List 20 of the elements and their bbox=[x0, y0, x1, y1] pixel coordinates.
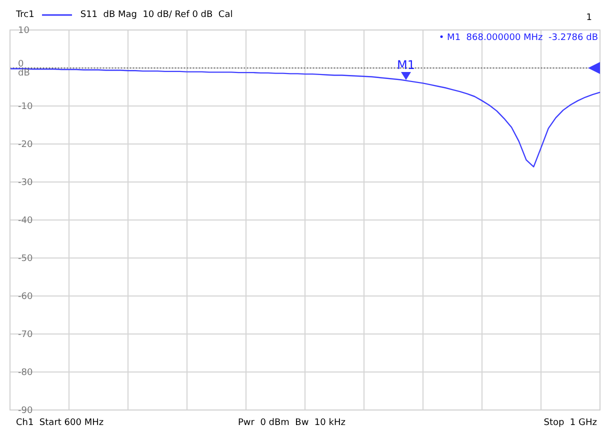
text: Ch1 Start 600 MHz bbox=[16, 418, 104, 428]
legend-title: Trc1 bbox=[16, 10, 34, 20]
y-tick-label: -70 bbox=[18, 330, 33, 340]
legend-label: S11 dB Mag 10 dB/ Ref 0 dB Cal bbox=[80, 10, 233, 20]
y-tick-label: -50 bbox=[18, 254, 33, 264]
y-tick-label: -40 bbox=[18, 216, 33, 226]
annotation: M1 bbox=[397, 58, 415, 72]
y-tick-label: -80 bbox=[18, 368, 33, 378]
y-tick-label: -30 bbox=[18, 178, 33, 188]
y-tick-label: -90 bbox=[18, 406, 33, 416]
y-tick-label: 0 dB bbox=[18, 60, 30, 79]
y-tick-label: -10 bbox=[18, 102, 33, 112]
line-series bbox=[9, 68, 601, 168]
text: Stop 1 GHz bbox=[544, 418, 597, 428]
y-tick-label: 10 bbox=[18, 26, 30, 36]
y-tick-label: -20 bbox=[18, 140, 33, 150]
text: Pwr 0 dBm Bw 10 kHz bbox=[238, 418, 346, 428]
text: 1 bbox=[586, 13, 592, 23]
y-tick-label: -60 bbox=[18, 292, 33, 302]
annotation: • M1 868.000000 MHz -3.2786 dB bbox=[438, 33, 598, 43]
